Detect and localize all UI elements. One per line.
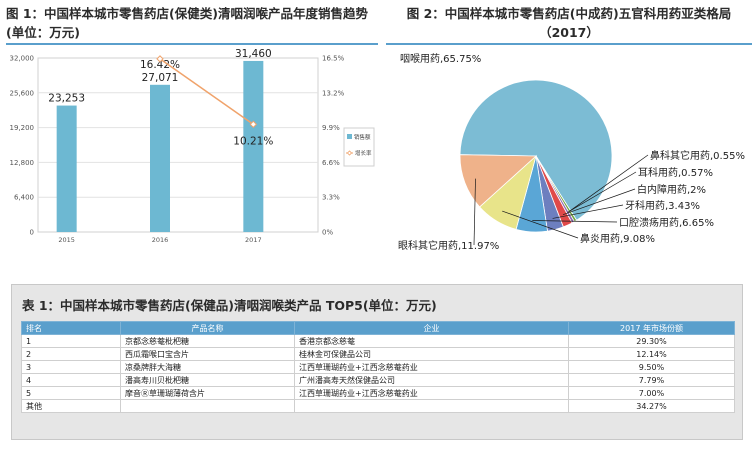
y2-tick-label: 16.5% — [322, 55, 345, 63]
bar — [56, 105, 77, 232]
bar-value-label: 23,253 — [48, 93, 85, 105]
bar-value-label: 31,460 — [235, 48, 272, 60]
legend-label-line: 增长率 — [355, 149, 372, 157]
cell-product: 西瓜霜喉口宝含片 — [120, 347, 295, 361]
y2-tick-label: 6.6% — [322, 159, 340, 167]
table-body: 1 京都念慈菴枇杷糖 香港京都念慈菴 29.30% 2 西瓜霜喉口宝含片 桂林金可保健品公司… — [21, 334, 735, 413]
cell-rank: 2 — [21, 347, 121, 361]
figure2-title: 图 2：中国样本城市零售药店(中成药)五官科用药亚类格局（2017） — [406, 6, 732, 40]
plot-area — [37, 57, 319, 233]
x-tick-label: 2015 — [58, 236, 75, 244]
cell-company: 桂林金可保健品公司 — [294, 347, 569, 361]
pie-label: 眼科其它用药,11.97% — [398, 239, 499, 252]
pie-label: 咽喉用药,65.75% — [400, 53, 481, 65]
growth-value-label: 10.21% — [233, 135, 273, 147]
legend-swatch-bar — [347, 134, 352, 139]
cell-company — [294, 399, 569, 413]
legend-label-bar: 销售额 — [354, 133, 371, 141]
cell-share: 9.50% — [568, 360, 735, 374]
y-tick-label: 19,200 — [10, 124, 35, 132]
x-tick-label: 2016 — [152, 236, 169, 244]
cell-share: 29.30% — [568, 334, 735, 348]
legend-box — [343, 127, 375, 167]
figure1-title-rule — [6, 43, 378, 45]
cell-company: 江西草珊瑚药业+江西念慈菴药业 — [294, 360, 569, 374]
cell-rank: 1 — [21, 334, 121, 348]
x-tick-label: 2017 — [245, 236, 262, 244]
y-tick-label: 12,800 — [10, 159, 35, 167]
cell-share: 34.27% — [568, 399, 735, 413]
pie-label: 白内障用药,2% — [637, 183, 706, 196]
cell-product — [120, 399, 295, 413]
y-tick-label: 32,000 — [10, 55, 35, 63]
y2-tick-label: 3.3% — [322, 194, 340, 202]
pie-label: 口腔溃疡用药,6.65% — [619, 216, 714, 229]
pie-label: 鼻科其它用药,0.55% — [650, 149, 745, 162]
header-share: 2017 年市场份额 — [568, 321, 735, 335]
figure1-title: 图 1：中国样本城市零售药店(保健类)清咽润喉产品年度销售趋势(单位：万元) — [6, 6, 368, 40]
y-tick-label: 6,400 — [14, 194, 34, 202]
pie-leader-line — [569, 154, 649, 212]
cell-product: 潘高寿川贝枇杷糖 — [120, 373, 295, 387]
pie-label: 鼻炎用药,9.08% — [580, 232, 655, 245]
pie-leader-line — [567, 171, 637, 213]
y-tick-label: 25,600 — [10, 89, 35, 97]
figure2-title-rule — [386, 43, 752, 45]
header-product: 产品名称 — [120, 321, 295, 335]
y2-tick-label: 0% — [322, 229, 333, 237]
header-company: 企业 — [294, 321, 569, 335]
cell-product: 凉桑牌胖大海糖 — [120, 360, 295, 374]
cell-rank: 5 — [21, 386, 121, 400]
cell-share: 12.14% — [568, 347, 735, 361]
growth-point — [249, 120, 258, 129]
table-row: 1 京都念慈菴枇杷糖 香港京都念慈菴 29.30% — [21, 334, 735, 348]
growth-line — [159, 58, 254, 125]
cell-company: 江西草珊瑚药业+江西念慈菴药业 — [294, 386, 569, 400]
pie-leader-line — [473, 178, 476, 246]
pie-slice — [459, 79, 613, 221]
cell-product: 摩音Ⓡ草珊瑚薄荷含片 — [120, 386, 295, 400]
table-header-row: 排名 产品名称 企业 2017 年市场份额 — [21, 321, 735, 335]
figure1-bar-chart: 0 6,400 12,800 19,200 25,600 32,000 0% 3.3% 6.6%… — [10, 48, 375, 244]
pie-slice — [459, 154, 538, 208]
cell-rank: 其他 — [21, 399, 121, 413]
table-row: 2 西瓜霜喉口宝含片 桂林金可保健品公司 12.14% — [21, 347, 735, 361]
figure2-pie-chart: 咽喉用药,65.75% 鼻科其它用药,0.55% 耳科用药,0.57% 白内障用药,2… — [398, 53, 745, 252]
pie-leader-line — [502, 210, 579, 239]
growth-point — [156, 55, 164, 63]
y2-tick-label: 13.2% — [322, 89, 345, 97]
top5-table: 排名 产品名称 企业 2017 年市场份额 1 京都念慈菴枇杷糖 香港京都念慈菴 29… — [21, 321, 735, 413]
pie-leader-line — [532, 220, 618, 223]
cell-rank: 3 — [21, 360, 121, 374]
pie-label: 牙科用药,3.43% — [625, 199, 700, 212]
pie-leader-line — [562, 188, 636, 216]
cell-company: 广州潘高寿天然保健品公司 — [294, 373, 569, 387]
cell-share: 7.79% — [568, 373, 735, 387]
table1-title: 表 1：中国样本城市零售药店(保健品)清咽润喉类产品 TOP5(单位：万元) — [22, 298, 437, 313]
header-rank: 排名 — [21, 321, 121, 335]
y-tick-label: 0 — [30, 229, 34, 237]
legend-marker-line — [346, 150, 353, 156]
growth-value-label: 16.42% — [140, 59, 180, 71]
pie-leader-line — [552, 204, 624, 219]
cell-rank: 4 — [21, 373, 121, 387]
y2-tick-label: 9.9% — [322, 124, 340, 132]
table1-panel: 表 1：中国样本城市零售药店(保健品)清咽润喉类产品 TOP5(单位：万元) 排… — [11, 284, 743, 440]
table-row: 4 潘高寿川贝枇杷糖 广州潘高寿天然保健品公司 7.79% — [21, 373, 735, 387]
cell-product: 京都念慈菴枇杷糖 — [120, 334, 295, 348]
bar-value-label: 27,071 — [142, 72, 179, 84]
table-row: 3 凉桑牌胖大海糖 江西草珊瑚药业+江西念慈菴药业 9.50% — [21, 360, 735, 374]
table-row: 其他 34.27% — [21, 399, 735, 413]
bar — [243, 60, 264, 232]
table-row: 5 摩音Ⓡ草珊瑚薄荷含片 江西草珊瑚药业+江西念慈菴药业 7.00% — [21, 386, 735, 400]
cell-share: 7.00% — [568, 386, 735, 400]
bar — [150, 84, 170, 232]
pie-label: 耳科用药,0.57% — [638, 166, 713, 179]
cell-company: 香港京都念慈菴 — [294, 334, 569, 348]
